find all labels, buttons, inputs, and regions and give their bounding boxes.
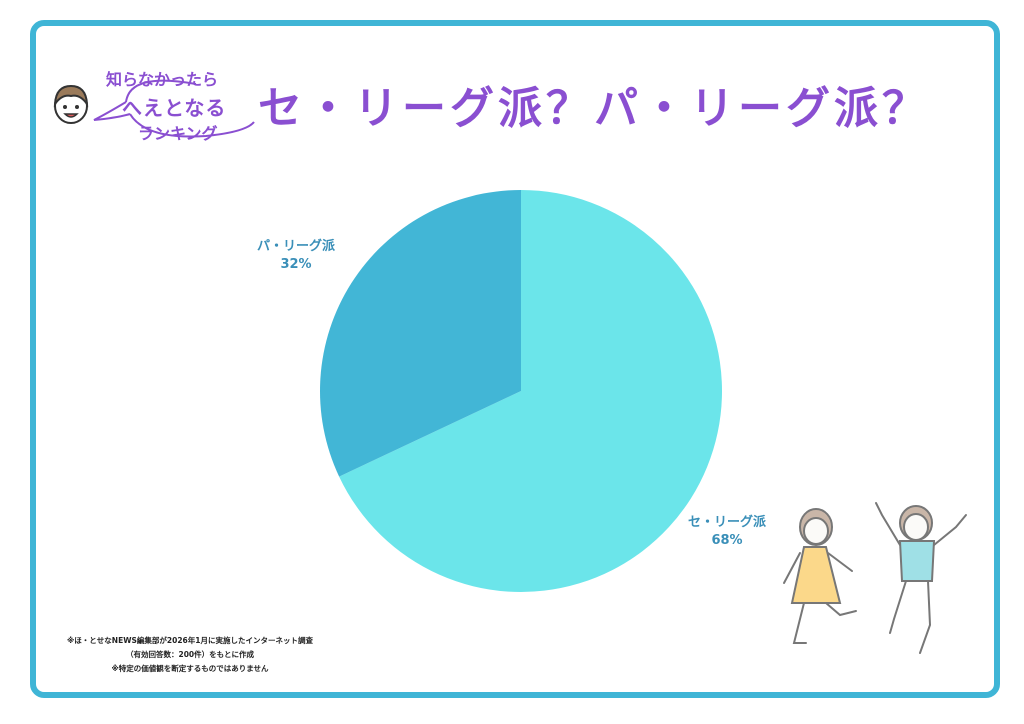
survey-note-1: ※ほ・とせなNEWS編集部が2026年1月に実施したインターネット調査 (67, 636, 313, 645)
survey-note-2: （有効回答数：200件）をもとに作成 (125, 650, 254, 659)
pie-slice-pa-league (320, 190, 521, 477)
pie-slice-se-league (339, 190, 723, 592)
slice-label-category: セ・リーグ派 (688, 515, 767, 530)
boy-icon (875, 502, 967, 654)
slice-label-percent: 68% (711, 533, 743, 548)
slice-label-percent: 32% (280, 257, 312, 272)
logo-line-2: へえとなる (122, 96, 227, 120)
logo-line-1: 知らなかったら (106, 70, 219, 89)
slice-label-pa-league: パ・リーグ派 32% (257, 238, 335, 274)
slice-label-se-league: セ・リーグ派 68% (688, 514, 766, 550)
boy-face-icon (53, 84, 89, 124)
girl-icon (783, 508, 857, 644)
logo-line-3: ランキング (138, 124, 218, 143)
ranking-logo: 知らなかったら へえとなる ランキング (46, 62, 255, 143)
survey-note-3: ※特定の価値観を断定するものではありません (111, 664, 269, 673)
speech-bubble-icon (93, 79, 255, 138)
dancing-kids-illustration (783, 502, 967, 654)
slice-label-category: パ・リーグ派 (257, 239, 336, 254)
chart-title: セ・リーグ派？パ・リーグ派？ (258, 83, 930, 134)
